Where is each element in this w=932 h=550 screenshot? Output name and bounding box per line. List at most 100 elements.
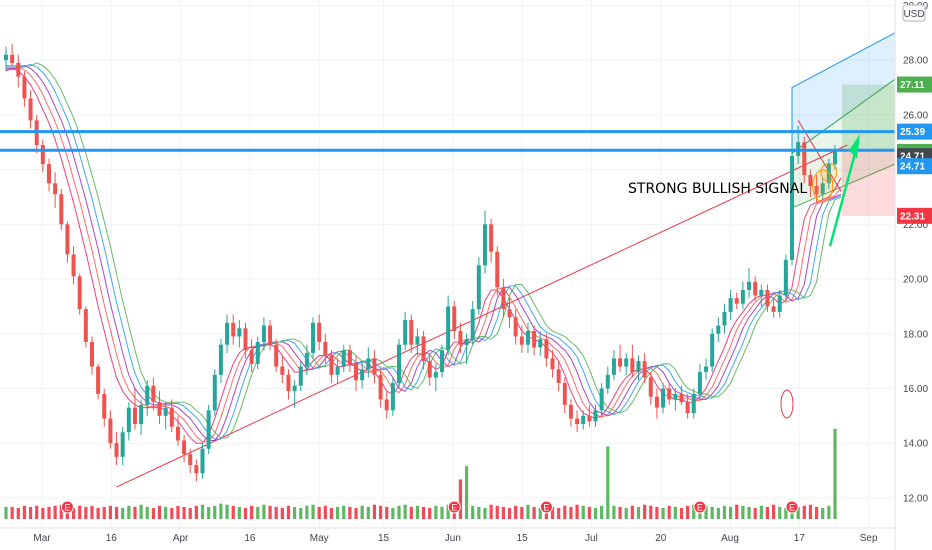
- candle-body: [53, 183, 58, 195]
- candle-body: [268, 325, 273, 345]
- candle-body: [458, 331, 463, 345]
- candle-body: [820, 183, 825, 195]
- candle-body: [667, 388, 672, 400]
- x-tick-label: Jul: [585, 533, 598, 544]
- candle-body: [274, 344, 279, 367]
- long-position-stop[interactable]: [842, 149, 897, 216]
- candle-body: [452, 306, 457, 332]
- candle-body: [237, 328, 242, 337]
- volume-bar: [372, 504, 377, 519]
- volume-bar: [114, 506, 119, 519]
- currency-button[interactable]: USD: [902, 4, 926, 22]
- volume-bar: [243, 508, 248, 519]
- candle-body: [495, 251, 500, 288]
- volume-bar: [96, 508, 100, 519]
- x-tick-label: Mar: [33, 533, 51, 544]
- drawing-tools[interactable]: [116, 31, 897, 488]
- volume-bar: [630, 505, 634, 519]
- bullish-arrow-head[interactable]: [849, 134, 860, 159]
- volume-bar: [778, 506, 782, 519]
- candle-body: [489, 224, 494, 252]
- pattern-ellipse[interactable]: [812, 169, 834, 203]
- volume-bar: [127, 505, 131, 519]
- earnings-marker: [60, 500, 74, 514]
- moving-average-ribbon: [5, 62, 842, 444]
- candle-body: [280, 366, 285, 375]
- volume-bar: [722, 505, 727, 519]
- volume-bar: [428, 508, 432, 519]
- volume-bar: [747, 506, 751, 519]
- volume-bar: [735, 504, 739, 519]
- volume-bar: [587, 506, 591, 519]
- earnings-label: E: [64, 503, 70, 513]
- candle-body: [206, 410, 211, 449]
- candle-body: [298, 366, 303, 386]
- candle-body: [335, 366, 340, 375]
- candle-body: [347, 350, 352, 364]
- candle-body: [145, 385, 150, 405]
- candle-body: [568, 404, 573, 419]
- candle-body: [446, 306, 451, 351]
- volume-bar: [194, 505, 198, 519]
- candle-body: [753, 281, 758, 296]
- long-position-target[interactable]: [842, 84, 897, 150]
- volume-bar: [704, 505, 708, 519]
- ribbon-line: [5, 67, 842, 444]
- candle-body: [243, 328, 248, 351]
- x-tick-label: 17: [794, 533, 806, 544]
- volume-bar: [182, 506, 186, 519]
- candle-body: [575, 418, 580, 425]
- volume-bar: [477, 506, 481, 519]
- earnings-marker: [447, 500, 461, 514]
- candle-body: [747, 281, 752, 290]
- candle-body: [231, 322, 236, 337]
- volume-bar: [176, 505, 180, 519]
- volume-bar: [710, 506, 714, 519]
- candle-body: [587, 415, 592, 422]
- price-label: 27.11: [900, 80, 925, 91]
- candle-body: [691, 393, 696, 414]
- volume-bar: [421, 506, 426, 519]
- volume-bar: [673, 506, 677, 519]
- price-label-box: [897, 76, 932, 93]
- candle-body: [476, 265, 481, 310]
- volume-bar: [305, 505, 309, 519]
- price-label: 25.39: [900, 127, 925, 138]
- volume-bar: [814, 506, 819, 519]
- volume-bar: [22, 505, 27, 519]
- volume-bar: [501, 506, 505, 519]
- price-label-box: [897, 123, 932, 140]
- candle-body: [765, 289, 770, 307]
- bullish-arrow-shaft[interactable]: [828, 141, 860, 247]
- volume-bar: [409, 506, 413, 519]
- trend-line[interactable]: [116, 144, 848, 488]
- candle-body: [366, 358, 371, 370]
- volume-bar: [802, 505, 806, 519]
- volume-spike-ellipse[interactable]: [780, 389, 794, 419]
- volume-bar: [661, 508, 665, 519]
- x-tick-label: May: [310, 533, 329, 544]
- volume-bar: [213, 505, 217, 519]
- volume-bar: [636, 506, 641, 519]
- candle-body: [89, 341, 94, 367]
- candle-body: [550, 358, 555, 370]
- candle-body: [661, 388, 666, 408]
- candle-body: [624, 358, 629, 367]
- candle-body: [722, 311, 727, 326]
- volume-bar: [667, 505, 671, 519]
- candle-body: [132, 407, 137, 425]
- volume-bar: [796, 506, 800, 519]
- candle-body: [65, 224, 70, 255]
- volume-bar: [759, 505, 763, 519]
- candle-body: [304, 352, 309, 367]
- overlay-drawings[interactable]: [0, 130, 895, 419]
- pattern-ellipse-small[interactable]: [820, 162, 838, 182]
- volume-bar: [16, 508, 20, 519]
- candle-body: [397, 344, 402, 384]
- volume-bar: [753, 508, 757, 519]
- volume-bar: [84, 506, 88, 519]
- volume-bar: [821, 508, 825, 519]
- candle-body: [464, 339, 469, 345]
- candle-body: [513, 317, 518, 337]
